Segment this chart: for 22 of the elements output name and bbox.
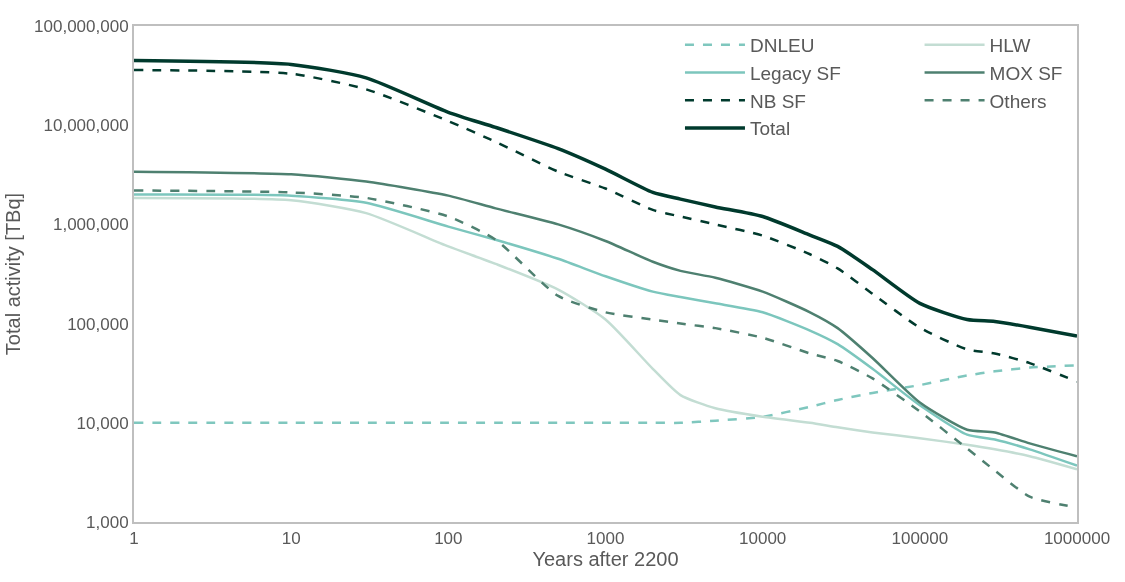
y-tick-label: 10,000: [76, 413, 129, 433]
y-axis-title: Total activity [TBq]: [2, 192, 25, 356]
x-tick-label: 10: [281, 529, 301, 549]
y-tick-label: 100,000,000: [34, 16, 129, 36]
y-tick-label: 100,000: [67, 314, 129, 334]
x-tick-label: 1000: [586, 529, 625, 549]
x-tick-label: 1: [129, 529, 139, 549]
x-tick-label: 100: [434, 529, 463, 549]
legend-label: DNLEU: [749, 35, 815, 57]
x-tick-label: 1000000: [1043, 529, 1111, 549]
legend-label: HLW: [989, 35, 1031, 57]
x-axis-title: Years after 2200: [532, 548, 679, 571]
x-tick-label: 100000: [891, 529, 949, 549]
legend-label: MOX SF: [989, 62, 1063, 84]
legend-label: Legacy SF: [749, 62, 841, 84]
x-tick-label: 10000: [739, 529, 787, 549]
y-tick-label: 1,000: [86, 512, 129, 532]
legend-label: Others: [989, 90, 1047, 112]
y-tick-label: 1,000,000: [52, 215, 129, 235]
legend-label: NB SF: [749, 90, 806, 112]
legend-label: Total: [749, 118, 791, 140]
y-tick-label: 10,000,000: [43, 116, 129, 136]
